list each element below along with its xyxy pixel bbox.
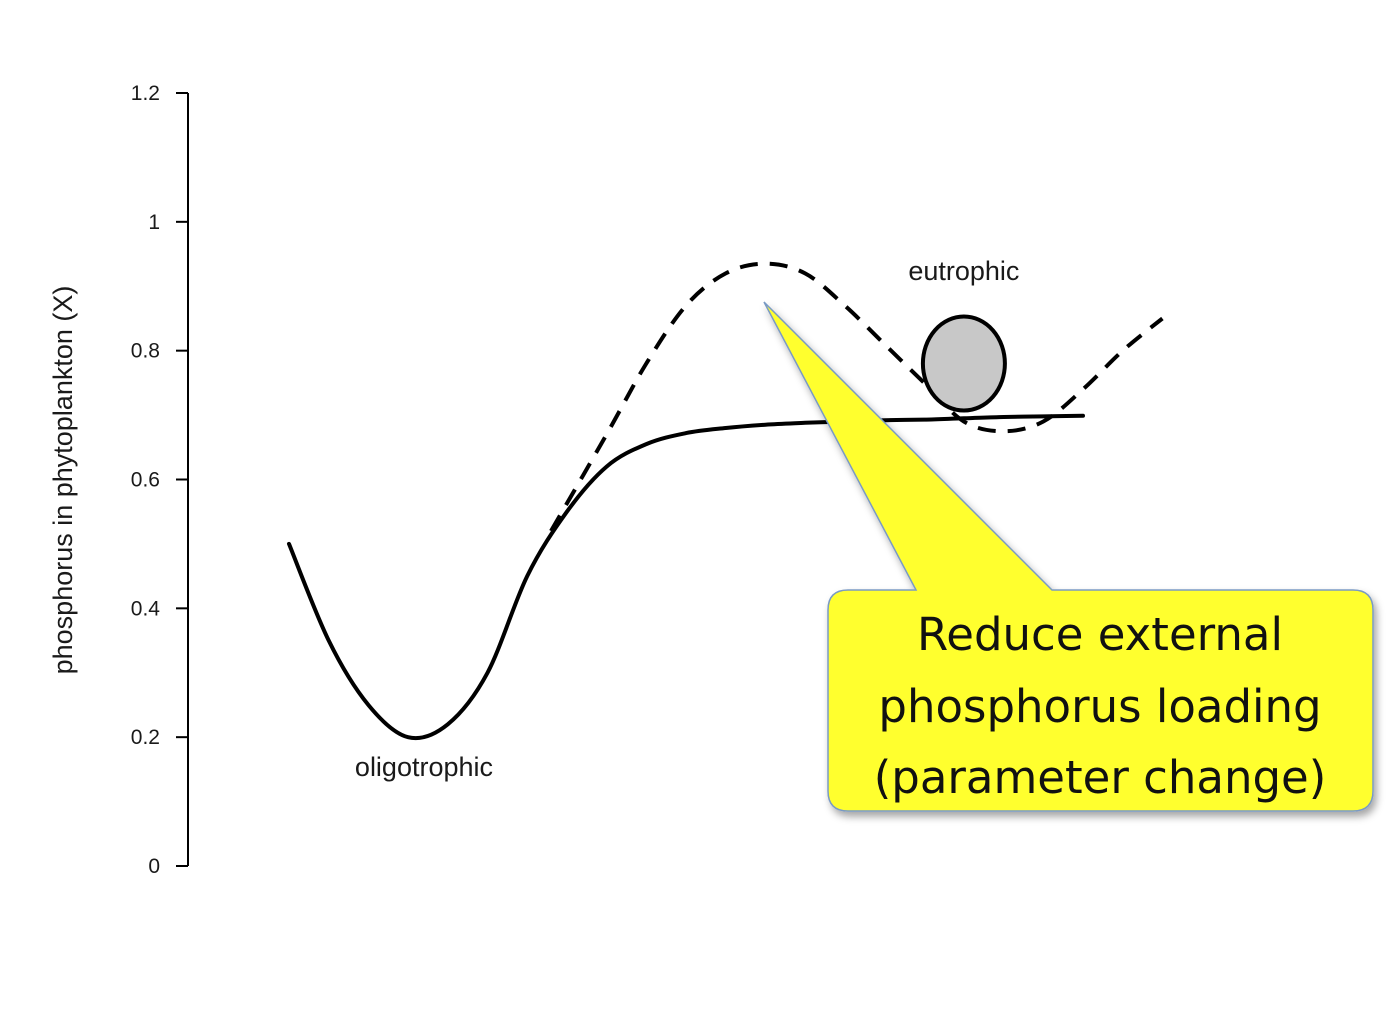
y-tick-label: 0.4 xyxy=(131,597,161,620)
callout-line-1: Reduce external xyxy=(917,608,1283,661)
y-tick-label: 0.8 xyxy=(131,340,160,363)
y-tick-label: 0.2 xyxy=(131,726,160,749)
y-tick-label: 1.2 xyxy=(131,82,160,105)
y-tick-label: 1 xyxy=(148,211,160,234)
y-ticks: 0 0.2 0.4 0.6 0.8 1 1.2 xyxy=(131,82,188,878)
y-axis: 0 0.2 0.4 0.6 0.8 1 1.2 xyxy=(131,82,189,878)
y-tick-label: 0.6 xyxy=(131,469,160,492)
callout-line-2: phosphorus loading xyxy=(878,680,1321,733)
callout: Reduce external phosphorus loading (para… xyxy=(763,301,1374,812)
eutrophic-label: eutrophic xyxy=(908,256,1019,286)
y-axis-title: phosphorus in phytoplankton (X) xyxy=(48,286,78,675)
y-tick-label: 0 xyxy=(148,855,160,878)
series-dashed-curve xyxy=(549,261,1164,533)
callout-line-3: (parameter change) xyxy=(874,751,1327,804)
callout-bubble xyxy=(763,301,1374,812)
oligotrophic-label: oligotrophic xyxy=(355,752,493,782)
series-solid-curve xyxy=(287,413,1085,741)
eutrophic-ball xyxy=(920,314,1007,413)
